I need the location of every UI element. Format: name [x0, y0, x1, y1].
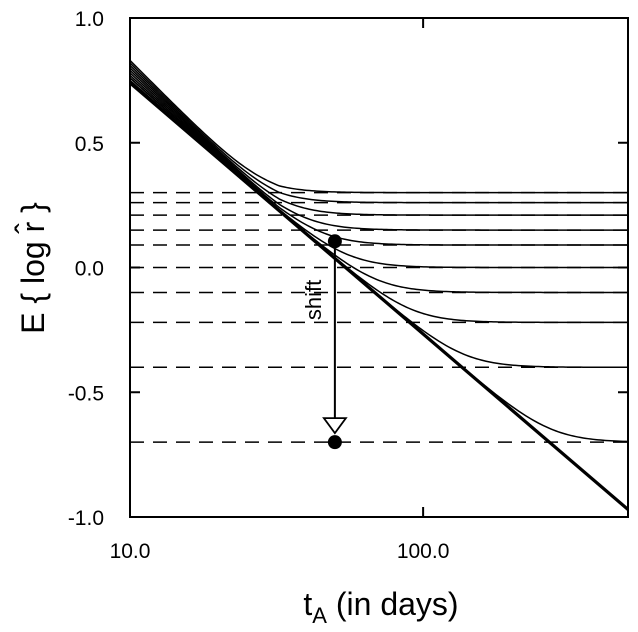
shift-start-point [327, 234, 342, 249]
y-axis-title: E { log r̂ } [14, 202, 51, 334]
x-axis-title: tA (in days) [303, 586, 458, 628]
shift-label: shift [301, 280, 326, 320]
shift-annotation: shift [301, 234, 348, 450]
curve-5 [130, 72, 628, 269]
curve-1 [130, 62, 628, 204]
x-tick-label-0: 10.0 [110, 540, 151, 563]
y-tick-label-1: -0.5 [68, 382, 104, 405]
curves [130, 59, 628, 511]
curve-4 [130, 69, 628, 246]
x-axis-title-subscript: A [312, 603, 327, 628]
y-tick-label-4: 1.0 [75, 8, 104, 31]
curve-0 [130, 59, 628, 194]
curve-3 [130, 67, 628, 231]
axis-ticks [129, 17, 628, 518]
x-axis-title-main: t [303, 586, 312, 622]
x-axis-title-suffix: (in days) [327, 586, 459, 622]
curve-2 [130, 64, 628, 216]
tick-labels: -1.0 -0.5 0.0 0.5 1.0 10.0 100.0 [68, 8, 450, 563]
y-tick-label-3: 0.5 [75, 133, 104, 156]
x-tick-label-1: 100.0 [397, 540, 450, 563]
y-tick-label-2: 0.0 [75, 258, 104, 281]
curve-7 [130, 77, 628, 324]
curve-6 [130, 74, 628, 294]
shift-end-point [327, 435, 342, 450]
shift-arrow-head [322, 417, 348, 435]
y-tick-label-0: -1.0 [68, 507, 104, 530]
curve-8 [130, 77, 628, 369]
curve-9 [130, 79, 628, 443]
